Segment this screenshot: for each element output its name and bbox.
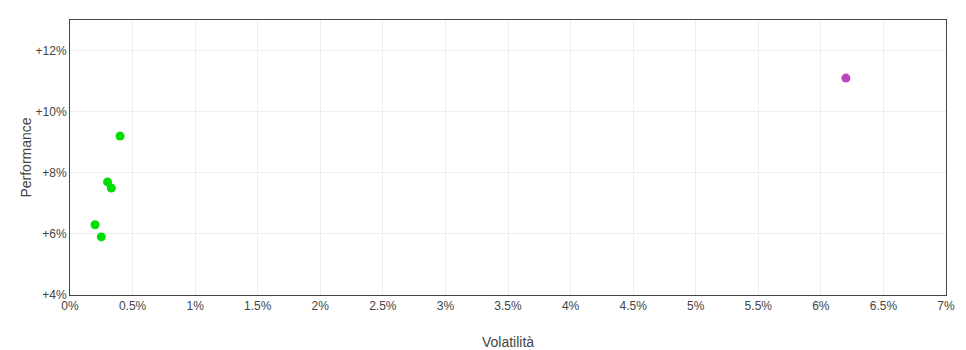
svg-text:+10%: +10% <box>36 105 67 119</box>
svg-text:0%: 0% <box>61 299 79 313</box>
svg-text:0.5%: 0.5% <box>119 299 147 313</box>
svg-text:Volatilità: Volatilità <box>482 334 534 350</box>
svg-text:+8%: +8% <box>42 166 67 180</box>
svg-text:+6%: +6% <box>42 227 67 241</box>
svg-text:7%: 7% <box>937 299 955 313</box>
svg-text:5.5%: 5.5% <box>745 299 773 313</box>
svg-text:4.5%: 4.5% <box>619 299 647 313</box>
svg-text:4%: 4% <box>562 299 580 313</box>
svg-text:2%: 2% <box>312 299 330 313</box>
svg-text:3%: 3% <box>437 299 455 313</box>
svg-text:5%: 5% <box>687 299 705 313</box>
svg-text:3.5%: 3.5% <box>494 299 522 313</box>
svg-text:1.5%: 1.5% <box>244 299 272 313</box>
svg-text:6.5%: 6.5% <box>870 299 898 313</box>
svg-text:Performance: Performance <box>18 117 34 197</box>
svg-text:2.5%: 2.5% <box>369 299 397 313</box>
svg-text:+12%: +12% <box>36 44 67 58</box>
svg-text:6%: 6% <box>812 299 830 313</box>
svg-text:1%: 1% <box>186 299 204 313</box>
svg-text:+4%: +4% <box>42 288 67 302</box>
